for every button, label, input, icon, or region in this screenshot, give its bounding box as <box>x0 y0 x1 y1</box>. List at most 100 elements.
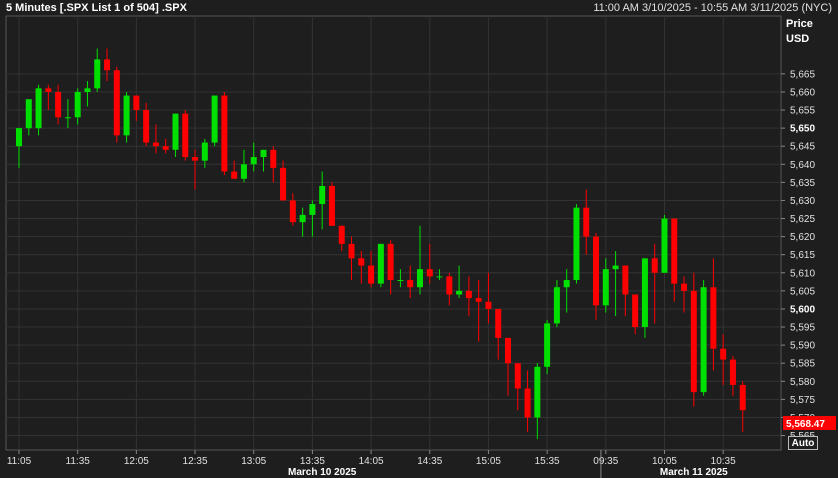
price-axis: 5,5655,5705,5755,5805,5855,5905,5955,600… <box>781 69 815 442</box>
candle-body <box>465 290 472 299</box>
candle-body <box>348 243 355 259</box>
candle-body <box>240 164 247 179</box>
y-tick-label: 5,600 <box>790 304 815 315</box>
y-tick-label: 5,580 <box>790 377 815 388</box>
candle-body <box>377 243 384 284</box>
y-tick-label: 5,590 <box>790 341 815 352</box>
candle-body <box>505 337 511 364</box>
candle-body <box>55 91 62 118</box>
y-tick-label: 5,640 <box>790 160 815 171</box>
candle-body <box>201 142 208 161</box>
candle-body <box>299 214 306 223</box>
y-tick-label: 5,660 <box>790 87 815 98</box>
candles <box>16 48 746 440</box>
plot-area <box>5 15 782 451</box>
y-tick-label: 5,630 <box>790 196 815 207</box>
candle-body <box>690 290 697 393</box>
price-axis-title: Price <box>786 18 813 30</box>
candle-body <box>64 117 71 119</box>
candle-body <box>632 294 639 328</box>
last-price-tag-bg <box>783 415 836 430</box>
candle-body <box>211 95 218 143</box>
candle-body <box>583 207 590 237</box>
candle-body <box>328 185 335 226</box>
candle-body <box>143 110 150 143</box>
y-tick-label: 5,595 <box>790 323 815 334</box>
y-tick-label: 5,615 <box>790 250 815 261</box>
candle-body <box>407 280 414 288</box>
candle-body <box>553 287 560 324</box>
candle-body <box>710 287 717 349</box>
x-tick-label: 15:05 <box>476 456 501 467</box>
candle-body <box>739 384 746 411</box>
candle-body <box>25 99 32 129</box>
time-range: 11:00 AM 3/10/2025 - 10:55 AM 3/11/2025 … <box>593 2 832 14</box>
candle-body <box>573 207 580 281</box>
x-tick-label: 10:35 <box>711 456 736 467</box>
candle-body <box>651 258 658 273</box>
candle-body <box>16 128 22 147</box>
y-tick-label: 5,645 <box>790 142 815 153</box>
candle-body <box>260 149 267 158</box>
y-tick-label: 5,655 <box>790 106 815 117</box>
x-tick-label: 11:05 <box>7 456 32 467</box>
last-price-tag: 5,568.47 <box>783 415 836 430</box>
candle-body <box>338 225 345 244</box>
candle-body <box>475 298 482 302</box>
x-tick-label: 12:05 <box>124 456 149 467</box>
candle-body <box>231 171 238 179</box>
candle-body <box>426 269 433 277</box>
x-tick-label: 13:35 <box>300 456 325 467</box>
candle-body <box>661 218 668 273</box>
candle-body <box>94 59 101 89</box>
candle-body <box>387 243 394 281</box>
candle-body <box>681 283 688 291</box>
auto-scale-button[interactable]: Auto <box>788 436 818 450</box>
candle-body <box>84 88 91 92</box>
candle-body <box>495 308 502 338</box>
y-tick-label: 5,650 <box>790 124 815 135</box>
candle-body <box>104 59 111 71</box>
x-tick-label: 13:05 <box>241 456 266 467</box>
candle-body <box>397 280 404 282</box>
candle-body <box>74 91 81 118</box>
candle-body <box>720 348 727 360</box>
candle-body <box>319 185 326 205</box>
candle-body <box>270 149 277 168</box>
candle-body <box>729 359 736 385</box>
candle-body <box>250 157 257 165</box>
x-tick-label: 14:05 <box>359 456 384 467</box>
y-tick-label: 5,610 <box>790 268 815 279</box>
candle-body <box>612 265 619 270</box>
date-label: March 11 2025 <box>660 467 728 478</box>
x-tick-label: 10:05 <box>652 456 677 467</box>
candle-body <box>563 280 570 288</box>
candle-body <box>182 113 189 158</box>
candle-body <box>641 258 648 328</box>
price-axis-unit: USD <box>786 33 809 45</box>
candle-body <box>289 200 296 223</box>
candle-body <box>123 95 130 136</box>
candle-body <box>602 269 609 306</box>
chart-title: 5 Minutes [.SPX List 1 of 504] .SPX <box>6 2 187 14</box>
x-tick-label: 09:35 <box>593 456 618 467</box>
candle-body <box>280 167 287 201</box>
y-tick-label: 5,635 <box>790 178 815 189</box>
candle-body <box>358 258 365 266</box>
candle-body <box>192 157 199 161</box>
candle-body <box>446 276 453 295</box>
candle-body <box>45 88 52 92</box>
candle-body <box>35 88 42 129</box>
candle-body <box>534 366 541 418</box>
x-tick-label: 14:35 <box>417 456 442 467</box>
candle-body <box>593 236 600 306</box>
candle-body <box>436 276 443 278</box>
candle-body <box>622 265 629 295</box>
candle-body <box>700 287 707 393</box>
y-tick-label: 5,620 <box>790 232 815 243</box>
candle-body <box>671 218 678 284</box>
candle-body <box>113 70 120 136</box>
time-axis: 11:05 11:35 12:05 12:35 13:05 13:35 14:05 14:35… <box>7 450 736 478</box>
candle-body <box>416 269 423 288</box>
